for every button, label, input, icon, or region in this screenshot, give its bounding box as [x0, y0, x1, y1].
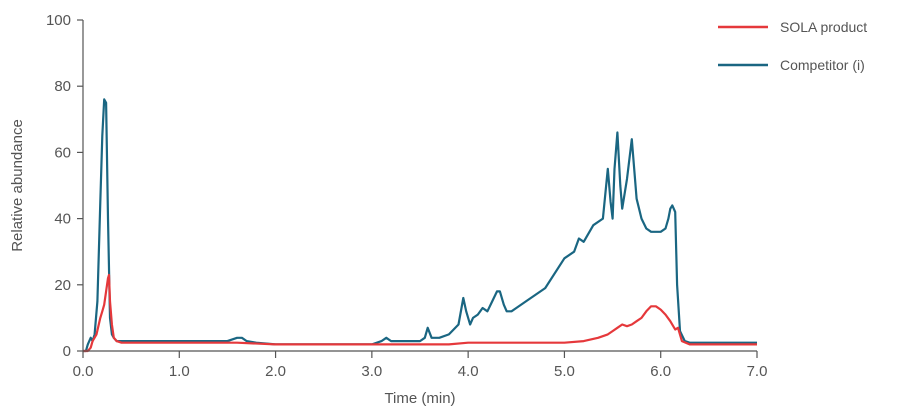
series-line-sola — [83, 273, 757, 353]
y-tick-label: 20 — [54, 277, 71, 294]
y-tick-label: 60 — [54, 144, 71, 161]
legend-label-competitor: Competitor (i) — [780, 57, 865, 73]
x-tick-label: 4.0 — [458, 363, 479, 380]
x-tick-label: 0.0 — [73, 363, 94, 380]
y-axis-title: Relative abundance — [9, 119, 26, 252]
y-ticks: 0 20 40 60 80 100 — [46, 12, 83, 360]
x-axis-title: Time (min) — [384, 390, 455, 407]
x-tick-label: 5.0 — [554, 363, 575, 380]
y-tick-label: 80 — [54, 78, 71, 95]
y-tick-label: 0 — [63, 343, 71, 360]
x-ticks: 0.0 1.0 2.0 3.0 4.0 5.0 6.0 7.0 — [73, 351, 768, 380]
legend-label-sola: SOLA product — [780, 19, 867, 35]
series-line-competitor — [83, 98, 757, 353]
plot-lines — [83, 98, 757, 353]
x-tick-label: 7.0 — [747, 363, 768, 380]
x-tick-label: 1.0 — [169, 363, 190, 380]
y-tick-label: 40 — [54, 211, 71, 228]
x-tick-label: 6.0 — [650, 363, 671, 380]
y-tick-label: 100 — [46, 12, 71, 29]
x-tick-label: 3.0 — [361, 363, 382, 380]
legend: SOLA product Competitor (i) — [718, 19, 867, 73]
x-tick-label: 2.0 — [265, 363, 286, 380]
